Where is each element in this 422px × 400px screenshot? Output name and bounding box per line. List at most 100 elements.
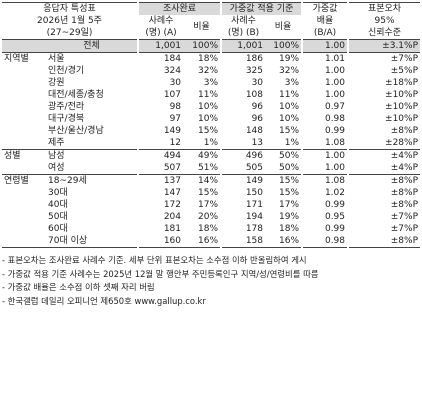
survey-week: 2026년 1월 5주 [37,16,102,26]
ratio-a: 10% [198,102,219,112]
cases-a-line1: 사례수 [148,16,174,26]
weight-ratio: 0.99 [301,223,349,235]
weight-ratio-line3: (B/A) [313,28,337,38]
weight-ratio: 1.00 [301,162,349,175]
sampling-error: ±8%P [347,125,421,137]
ratio-a: 16% [183,235,222,248]
survey-done-header: 조사완료 [137,2,222,15]
ratio-b: 10% [279,114,300,124]
ratio-a: 20% [198,212,219,222]
cases-b: 158 [220,235,266,248]
weight-ratio: 0.99 [301,125,349,137]
table-row: 대전/세종/충청 107 11% 108 11% 1.00 ±10%P [2,89,421,101]
group-label: 성별 [2,149,46,162]
ratio-b: 16% [265,235,303,248]
cases-b: 194 [220,211,266,223]
cases-b: 108 [220,89,266,101]
row-label: 대전/세종/충청 [48,90,104,100]
footnotes: - 표본오차는 조사완료 사례수 기준. 세부 단위 표본오차는 소수점 이하 … [2,254,420,308]
sampling-error: ±28%P [347,137,421,150]
table-row: 제주 12 1% 13 1% 1.08 ±28%P [2,137,421,150]
table-title-cell: 응답자 특성표 2026년 1월 5주 (27~29일) [2,2,139,40]
cases-b: 496 [220,149,266,162]
ratio-b: 3% [284,78,300,88]
group-label [2,199,46,211]
weight-ratio-line2: 배율 [316,16,334,26]
respondent-characteristics-table-container: 응답자 특성표 2026년 1월 5주 (27~29일) 조사완료 가중값 적용… [2,2,421,308]
sampling-error: ±8%P [347,187,421,199]
survey-dates: (27~29일) [46,28,93,38]
sampling-error: ±7%P [347,223,421,235]
row-label: 전체 [46,39,139,53]
row-label: 인천/경기 [48,66,85,76]
ratio-b: 50% [279,163,300,173]
table-row: 70대 이상 160 16% 158 16% 0.98 ±8%P [2,235,421,248]
weight-ratio: 0.99 [301,199,349,211]
row-label: 60대 [48,224,68,234]
ratio-a: 32% [198,66,219,76]
weight-ratio: 1.08 [301,174,349,187]
group-label [2,137,46,150]
sampling-error-line2: 95% [374,16,395,26]
sampling-error-line3: 신뢰수준 [367,28,402,38]
cases-b: 171 [220,199,266,211]
ratio-b: 10% [279,102,300,112]
table-row: 50대 204 20% 194 19% 0.95 ±7%P [2,211,421,223]
cases-a: 147 [137,187,184,199]
weight-ratio: 1.00 [301,149,349,162]
ratio-a: 1% [203,138,219,148]
sampling-error: ±8%P [347,199,421,211]
ratio-b: 15% [265,174,303,187]
table-title: 응답자 특성표 [43,4,96,14]
group-label [2,211,46,223]
weight-ratio-line1: 가중값 [312,4,338,14]
footnote: - 한국갤럽 데일리 오피니언 제650호 www.gallup.co.kr [2,295,206,306]
group-label: 연령별 [2,174,46,187]
ratio-a: 15% [198,126,219,136]
cases-a: 12 [137,137,184,150]
weight-ratio-header: 가중값 배율 (B/A) [301,2,349,40]
ratio-b: 1% [284,138,300,148]
table-row: 대구/경북 97 10% 96 10% 0.98 ±10%P [2,113,421,125]
row-label: 남성 [46,149,139,162]
ratio-b: 100% [265,39,303,53]
weight-ratio: 1.00 [301,89,349,101]
cases-b: 1,001 [220,39,266,53]
weight-ratio: 0.95 [301,211,349,223]
cases-b: 96 [220,113,266,125]
row-label: 70대 이상 [46,235,139,248]
sampling-error-line1: 표본오차 [367,4,402,14]
ratio-b: 19% [279,212,300,222]
sampling-error-header: 표본오차 95% 신뢰수준 [347,2,421,40]
sampling-error: ±7%P [347,52,421,65]
footnote: - 가중값 적용 기준 사례수는 2025년 12월 말 행안부 주민등록인구 … [2,268,319,279]
respondent-table: 응답자 특성표 2026년 1월 5주 (27~29일) 조사완료 가중값 적용… [2,2,421,248]
total-row: 전체 1,001 100% 1,001 100% 1.00 ±3.1%P [2,39,421,53]
table-row: 30대 147 15% 150 15% 1.02 ±8%P [2,187,421,199]
sampling-error: ±10%P [347,101,421,113]
table-row: 여성 507 51% 505 50% 1.00 ±4%P [2,162,421,175]
group-label [2,223,46,235]
group-label [2,235,46,248]
sampling-error: ±8%P [347,235,421,248]
footnote: - 가중값 배율은 소수점 이하 셋째 자리 버림 [2,282,155,292]
group-label [2,39,46,53]
sampling-error: ±7%P [347,211,421,223]
footnote: - 표본오차는 조사완료 사례수 기준. 세부 단위 표본오차는 소수점 이하 … [2,255,307,265]
cases-b: 149 [220,174,266,187]
group-label [2,89,46,101]
row-label: 30대 [48,188,68,198]
cases-a: 204 [137,211,184,223]
ratio-b: 32% [279,66,300,76]
cases-b-line1: 사례수 [231,16,256,26]
cases-a: 149 [137,125,184,137]
ratio-a: 14% [183,174,222,187]
ratio-a: 18% [198,54,219,64]
weight-ratio: 0.98 [301,113,349,125]
ratio-b: 18% [279,224,300,234]
cases-b-header: 사례수 (명) (B) [220,15,266,40]
table-row: 강원 30 3% 30 3% 1.00 ±18%P [2,77,421,89]
group-label [2,101,46,113]
ratio-a-header: 비율 [183,15,222,40]
sampling-error: ±18%P [347,77,421,89]
